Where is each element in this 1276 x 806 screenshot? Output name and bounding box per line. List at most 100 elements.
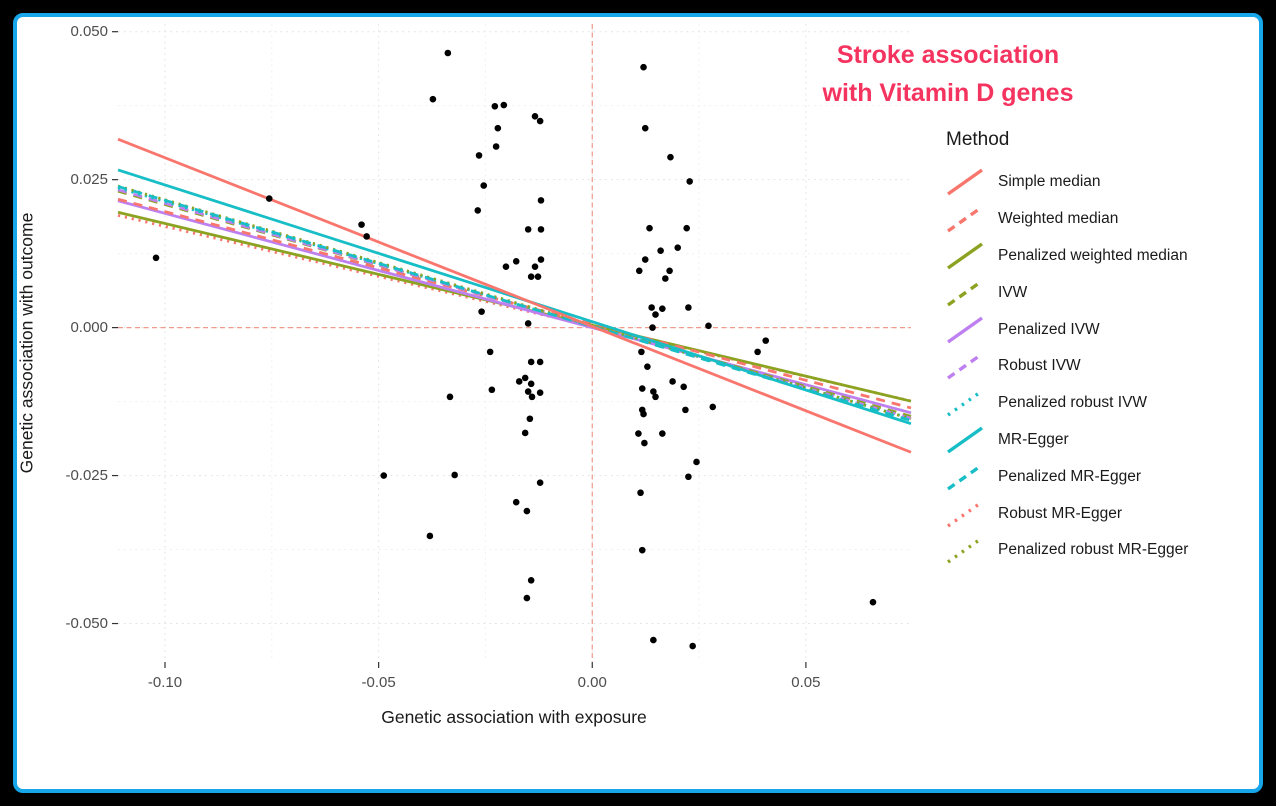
legend-swatch-line <box>947 169 983 196</box>
scatter-point <box>515 378 523 385</box>
legend-swatch-dashed-line <box>947 463 983 491</box>
scatter-point <box>685 473 692 481</box>
scatter-point <box>524 320 532 327</box>
scatter-point <box>646 224 653 232</box>
scatter-point <box>869 598 877 606</box>
scatter-point <box>635 430 642 437</box>
x-tick-label: -0.10 <box>147 674 183 691</box>
legend-item-penalized-weighted-median: Penalized weighted median <box>944 238 1188 275</box>
scatter-point <box>488 386 496 394</box>
scatter-point <box>635 267 643 275</box>
chart-title-line1: Stroke association <box>836 41 1060 69</box>
scatter-point <box>444 49 452 57</box>
legend-swatch-solid-line <box>947 242 983 270</box>
y-axis-title: Genetic association with outcome <box>16 212 37 474</box>
plot-frame <box>13 13 1263 793</box>
legend-swatch-line <box>947 279 983 307</box>
plot-svg <box>112 24 912 668</box>
legend-swatch-dotted-line <box>947 536 983 564</box>
scatter-point <box>451 471 458 479</box>
y-tick-label: 0.025 <box>70 170 108 188</box>
legend-swatch-dotted-line <box>947 389 983 417</box>
scatter-point <box>674 244 682 252</box>
scatter-point <box>358 221 365 228</box>
legend-swatch-line <box>947 242 983 270</box>
legend-swatch-line <box>947 316 983 343</box>
scatter-point <box>528 393 536 401</box>
y-tick-label: 0.000 <box>70 318 108 336</box>
scatter-point <box>536 117 544 125</box>
scatter-point <box>705 322 712 330</box>
scatter-point <box>649 324 656 331</box>
scatter-point <box>644 363 651 370</box>
scatter-point <box>669 378 676 385</box>
legend-title: Method <box>946 129 1010 150</box>
x-tick-label: -0.05 <box>361 674 396 691</box>
chart-title-line2: with Vitamin D genes <box>822 79 1074 107</box>
regression-line-penalized-ivw <box>117 199 912 415</box>
scatter-point <box>640 410 647 418</box>
scatter-point <box>474 207 482 214</box>
scatter-point <box>265 195 273 202</box>
legend-swatch-dashed-line <box>947 352 983 380</box>
legend-swatch-solid-line <box>947 169 983 196</box>
legend-item-mr-egger: MR-Egger <box>944 422 1188 459</box>
scatter-point <box>709 403 717 411</box>
legend-swatch-dotted-line <box>947 500 983 527</box>
legend-label: Simple median <box>998 173 1101 191</box>
legend-item-weighted-median: Weighted median <box>944 201 1188 238</box>
scatter-point <box>380 472 388 479</box>
scatter-point <box>492 143 500 150</box>
x-tick-label: 0.00 <box>577 674 607 691</box>
regression-line-weighted-median <box>117 197 912 410</box>
scatter-point <box>536 358 544 366</box>
scatter-point <box>502 263 510 270</box>
legend-swatch-solid-line <box>947 426 983 454</box>
scatter-point <box>683 224 690 232</box>
legend-label: MR-Egger <box>998 430 1069 448</box>
y-tick-label: -0.050 <box>65 614 108 632</box>
legend: Method Simple median Weighted median Penal… <box>944 129 1188 569</box>
legend-label: IVW <box>998 283 1028 301</box>
scatter-point <box>536 389 544 397</box>
scatter-point <box>537 256 545 263</box>
scatter-point <box>650 636 657 644</box>
legend-swatch-line <box>947 536 983 564</box>
scatter-point <box>526 415 534 423</box>
scatter-point <box>527 380 535 388</box>
legend-label: Penalized robust MR-Egger <box>998 541 1189 559</box>
scatter-point <box>478 308 485 315</box>
scatter-point <box>652 311 659 318</box>
scatter-point <box>534 273 542 281</box>
scatter-point <box>754 348 761 356</box>
legend-item-penalized-robust-ivw: Penalized robust IVW <box>944 385 1188 422</box>
legend-item-robust-ivw: Robust IVW <box>944 348 1188 385</box>
legend-item-simple-median: Simple median <box>944 164 1188 201</box>
scatter-point <box>523 594 531 602</box>
legend-label: Penalized MR-Egger <box>998 467 1142 485</box>
scatter-point <box>685 304 692 311</box>
legend-item-ivw: IVW <box>944 274 1188 311</box>
scatter-point <box>500 101 508 109</box>
legend-swatch-line <box>947 352 983 380</box>
scatter-point <box>446 393 454 401</box>
scatter-point <box>641 439 648 447</box>
scatter-point <box>762 337 770 344</box>
scatter-point <box>494 124 502 132</box>
scatter-point <box>537 226 545 233</box>
scatter-point <box>491 102 499 110</box>
scatter-point <box>637 489 644 497</box>
scatter-point <box>523 507 531 515</box>
scatter-point <box>426 532 434 540</box>
scatter-point <box>659 305 666 312</box>
scatter-point <box>682 406 689 414</box>
legend-label: Weighted median <box>998 210 1119 228</box>
y-tick-label: 0.050 <box>70 22 108 40</box>
regression-line-simple-median <box>117 137 912 454</box>
scatter-point <box>640 63 647 71</box>
legend-label: Penalized weighted median <box>998 246 1188 264</box>
scatter-point <box>641 256 649 263</box>
legend-label: Robust IVW <box>998 357 1081 375</box>
x-axis-title: Genetic association with exposure <box>381 707 647 727</box>
